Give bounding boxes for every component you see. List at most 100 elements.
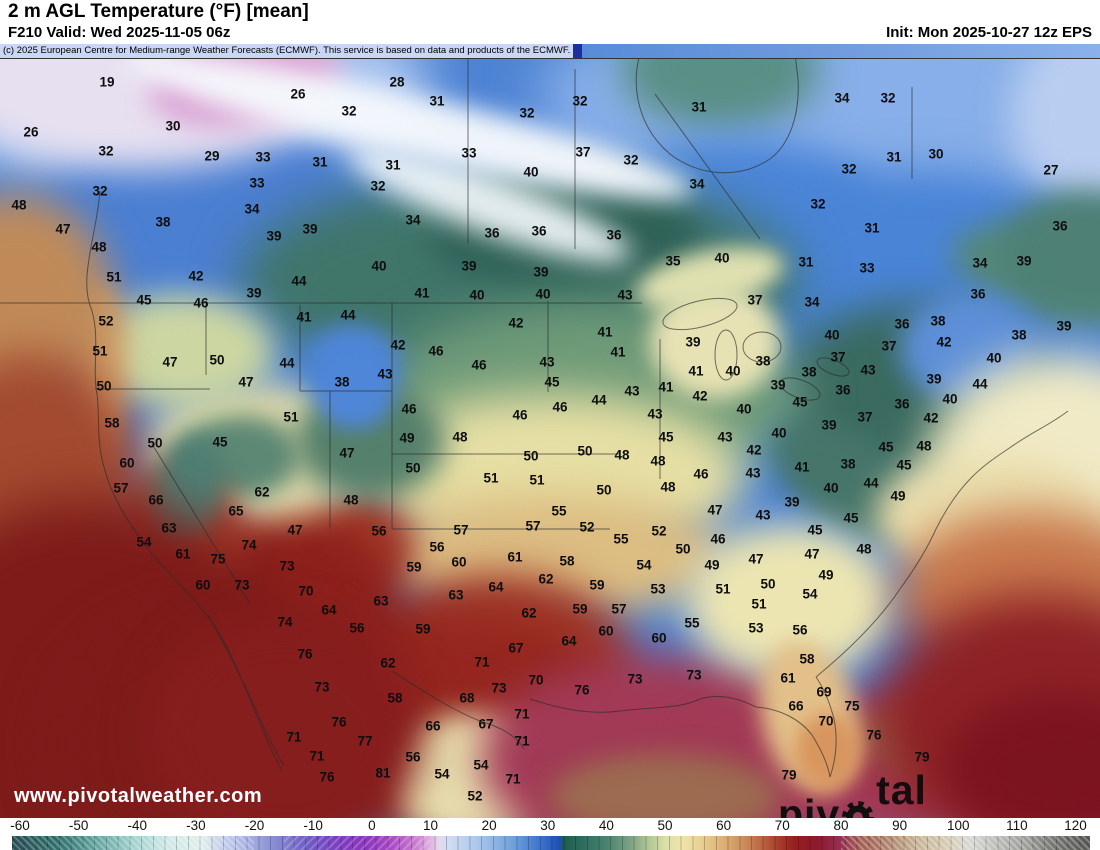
temp-label: 47 [339, 445, 355, 461]
temp-label: 48 [916, 438, 932, 454]
temp-label: 67 [508, 640, 524, 656]
colorbar-segments [12, 836, 1090, 850]
temp-label: 71 [474, 654, 490, 670]
temp-label: 54 [636, 557, 652, 573]
temp-label: 59 [415, 621, 431, 637]
temp-label: 76 [297, 646, 313, 662]
temp-label: 58 [104, 415, 120, 431]
temp-label: 44 [972, 376, 988, 392]
temp-label: 59 [589, 577, 605, 593]
temp-label: 40 [469, 287, 485, 303]
temp-label: 32 [519, 105, 535, 121]
temp-label: 42 [188, 268, 204, 284]
temp-label: 48 [91, 239, 107, 255]
temp-label: 77 [357, 733, 373, 749]
temp-label: 50 [523, 448, 539, 464]
colorbar-ticks: -60 -50 -40 -30 -20 -10 0 10 20 30 40 50 60 70 80 90 100… [0, 818, 1100, 835]
temp-label: 37 [747, 292, 763, 308]
temp-label: 49 [890, 488, 906, 504]
temp-label: 47 [707, 502, 723, 518]
temp-label: 45 [658, 429, 674, 445]
temp-label: 43 [617, 287, 633, 303]
temp-label: 75 [844, 698, 860, 714]
temp-label: 52 [579, 519, 595, 535]
colorbar-tick: -40 [127, 818, 148, 833]
temp-label: 70 [528, 672, 544, 688]
temp-label: 57 [525, 518, 541, 534]
temp-label: 79 [914, 749, 930, 765]
colorbar-tick: 30 [540, 818, 556, 833]
temp-label: 74 [277, 614, 293, 630]
temp-label: 44 [591, 392, 607, 408]
temp-label: 60 [119, 455, 135, 471]
temp-label: 59 [406, 559, 422, 575]
colorbar-hatch-mid [284, 836, 430, 850]
temp-label: 32 [623, 152, 639, 168]
temp-label: 50 [405, 460, 421, 476]
temp-label: 47 [238, 374, 254, 390]
temp-label: 76 [866, 727, 882, 743]
temp-label: 42 [390, 337, 406, 353]
temp-label: 55 [551, 503, 567, 519]
gear-icon [842, 801, 875, 819]
temp-label: 71 [286, 729, 302, 745]
temp-label: 36 [1052, 218, 1068, 234]
temp-label: 32 [370, 178, 386, 194]
temp-label: 57 [453, 522, 469, 538]
temp-label: 39 [266, 228, 282, 244]
temp-label: 39 [246, 285, 262, 301]
temp-label: 34 [244, 201, 260, 217]
copyright-end-square [573, 44, 583, 58]
temp-label: 76 [331, 714, 347, 730]
temp-label: 71 [514, 706, 530, 722]
temp-label: 32 [841, 161, 857, 177]
temp-label: 45 [544, 374, 560, 390]
temp-label: 50 [147, 435, 163, 451]
temp-label: 81 [375, 765, 391, 781]
temp-label: 36 [894, 316, 910, 332]
temp-label: 38 [930, 313, 946, 329]
temp-label: 49 [818, 567, 834, 583]
temp-label: 40 [942, 391, 958, 407]
temp-label: 59 [572, 601, 588, 617]
temp-label: 63 [448, 587, 464, 603]
temp-label: 47 [55, 221, 71, 237]
temp-label: 38 [155, 214, 171, 230]
temp-label: 36 [835, 382, 851, 398]
temp-label: 60 [451, 554, 467, 570]
temp-label: 70 [818, 713, 834, 729]
temp-label: 56 [429, 539, 445, 555]
copyright-text: (c) 2025 European Centre for Medium-rang… [0, 44, 574, 58]
temp-label: 73 [314, 679, 330, 695]
temp-label: 51 [529, 472, 545, 488]
temp-label: 28 [389, 74, 405, 90]
temp-label: 46 [693, 466, 709, 482]
temp-label: 34 [689, 176, 705, 192]
temp-label: 46 [428, 343, 444, 359]
temp-label: 40 [823, 480, 839, 496]
temp-label: 74 [241, 537, 257, 553]
temp-label: 38 [801, 364, 817, 380]
temp-label: 53 [748, 620, 764, 636]
temp-label: 51 [483, 470, 499, 486]
temp-label: 30 [165, 118, 181, 134]
temp-label: 50 [209, 352, 225, 368]
colorbar-tick: 70 [774, 818, 790, 833]
temp-label: 43 [539, 354, 555, 370]
temp-label: 50 [675, 541, 691, 557]
temp-label: 50 [760, 576, 776, 592]
colorbar-tick: -60 [10, 818, 30, 833]
temp-label: 39 [533, 264, 549, 280]
temp-label: 46 [401, 401, 417, 417]
temp-label: 39 [461, 258, 477, 274]
temp-label: 32 [880, 90, 896, 106]
temp-label: 69 [816, 684, 832, 700]
temp-label: 53 [650, 581, 666, 597]
temp-label: 42 [936, 334, 952, 350]
temp-label: 58 [387, 690, 403, 706]
temp-label: 48 [650, 453, 666, 469]
colorbar-hatch-hot [841, 836, 1090, 850]
temp-label: 26 [290, 86, 306, 102]
temp-label: 51 [751, 596, 767, 612]
temp-label: 41 [414, 285, 430, 301]
